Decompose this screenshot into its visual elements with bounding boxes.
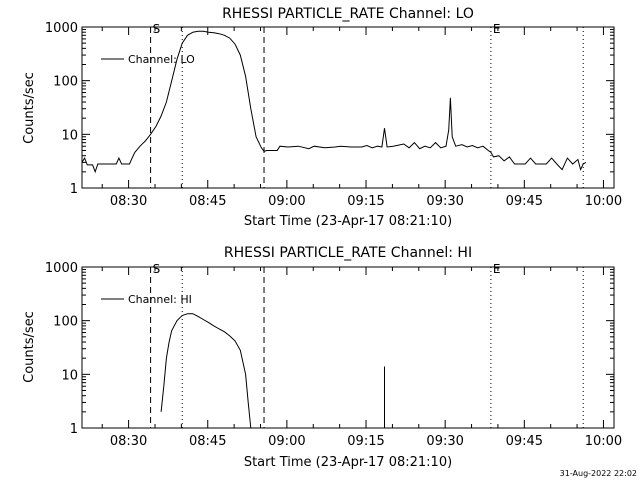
- panel-lo-plot-frame: [81, 26, 615, 189]
- y-tick-label: 10: [61, 368, 78, 383]
- y-tick-label: 1: [70, 422, 78, 437]
- x-tick-label: 09:45: [506, 194, 543, 209]
- series-line: [81, 30, 587, 174]
- y-tick-label: 10: [61, 128, 78, 143]
- y-tick-label: 100: [53, 315, 78, 330]
- y-tick-label: 1: [70, 182, 78, 197]
- legend-label: Channel: HI: [128, 293, 192, 306]
- panel-hi-ylabel: Counts/sec: [22, 311, 37, 383]
- x-tick-label: 09:30: [426, 194, 463, 209]
- panel-hi-marks: 08:30 08:45 09:00 09:15 09:30 09:45 10:00 1 10 10…: [45, 261, 622, 449]
- panel-lo-ylabel: Counts/sec: [22, 72, 37, 144]
- x-tick-label: 09:30: [426, 434, 463, 449]
- panel-hi-plot-frame: [81, 266, 615, 429]
- panel-hi-xlabel: Start Time (23-Apr-17 08:21:10): [244, 455, 452, 470]
- panel-lo: RHESSI PARTICLE_RATE Channel: LO Counts/…: [22, 6, 622, 229]
- x-tick-label: 09:45: [506, 434, 543, 449]
- x-tick-label: 08:30: [110, 434, 147, 449]
- time-marker-label: E: [493, 22, 501, 36]
- date-stamp: 31-Aug-2022 22:02: [560, 469, 637, 478]
- y-tick-label: 100: [53, 75, 78, 90]
- x-tick-label: 10:00: [585, 434, 622, 449]
- y-tick-label: 1000: [45, 21, 78, 36]
- time-marker-label: S: [153, 22, 161, 36]
- panel-hi: RHESSI PARTICLE_RATE Channel: HI Counts/…: [22, 245, 622, 470]
- legend-label: Channel: LO: [128, 53, 195, 66]
- series-line: [160, 313, 252, 429]
- x-tick-label: 09:15: [347, 434, 384, 449]
- panel-lo-title: RHESSI PARTICLE_RATE Channel: LO: [222, 6, 474, 22]
- panel-lo-marks: 08:30 08:45 09:00 09:15 09:30 09:45 10:00 1 10 10…: [45, 21, 622, 209]
- x-tick-label: 10:00: [585, 194, 622, 209]
- x-tick-label: 08:30: [110, 194, 147, 209]
- x-tick-label: 09:00: [268, 434, 305, 449]
- x-tick-label: 09:15: [347, 194, 384, 209]
- panel-hi-title: RHESSI PARTICLE_RATE Channel: HI: [224, 245, 472, 261]
- y-tick-label: 1000: [45, 261, 78, 276]
- time-marker-label: S: [153, 262, 161, 276]
- x-tick-label: 08:45: [189, 194, 226, 209]
- panel-lo-xlabel: Start Time (23-Apr-17 08:21:10): [244, 214, 452, 229]
- x-tick-label: 08:45: [189, 434, 226, 449]
- x-tick-label: 09:00: [268, 194, 305, 209]
- time-marker-label: E: [493, 262, 501, 276]
